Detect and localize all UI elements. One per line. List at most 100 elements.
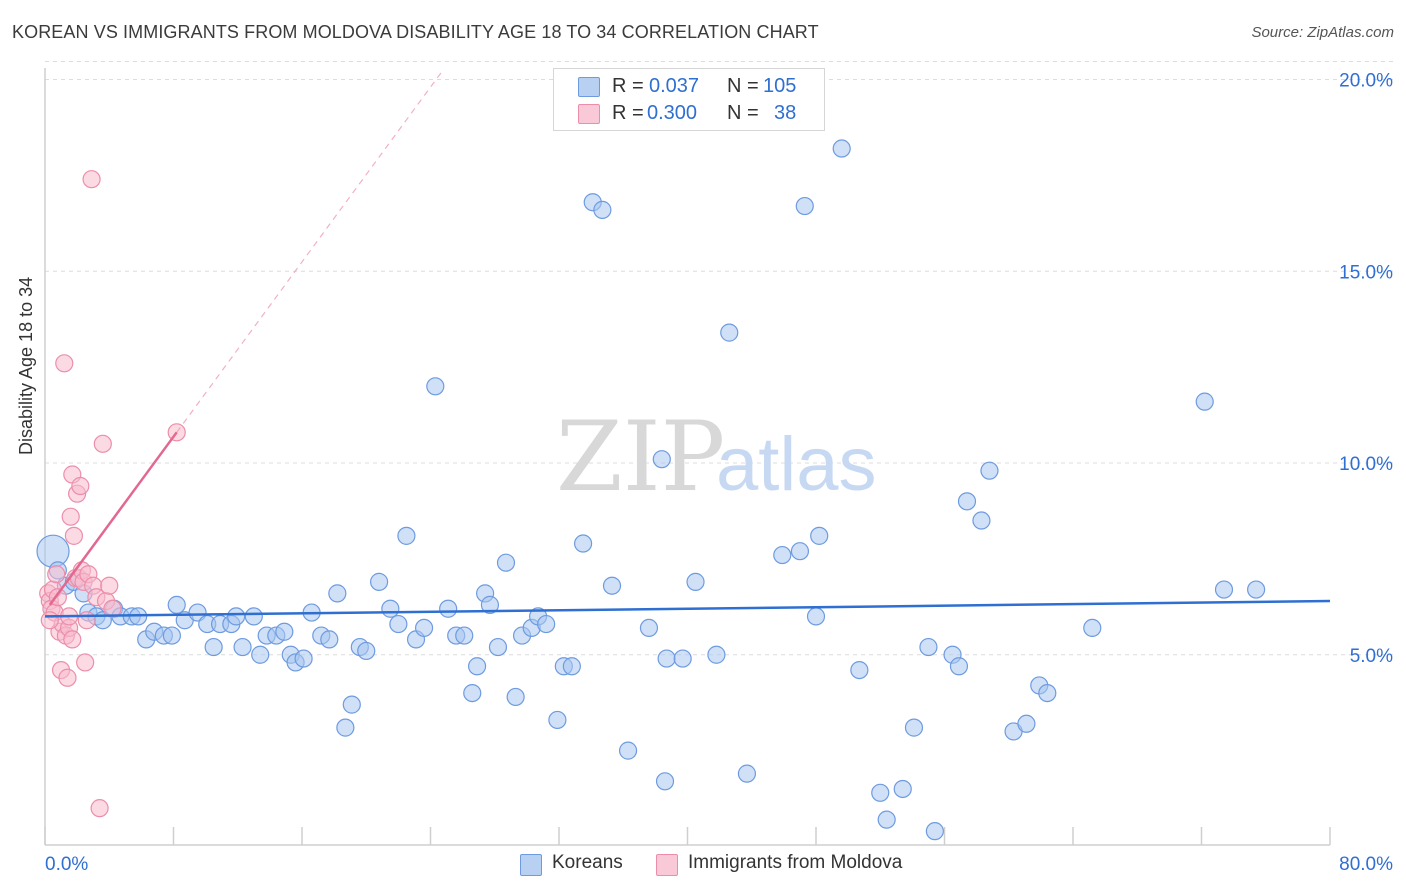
y-axis-label: Disability Age 18 to 34 <box>16 276 36 455</box>
point-korean <box>414 618 434 638</box>
point-korean <box>980 461 999 480</box>
point-korean <box>652 450 671 469</box>
legend-swatch-moldova <box>656 854 678 876</box>
watermark: ZIP atlas <box>556 401 877 513</box>
point-korean <box>972 511 991 530</box>
y-tick-label: 15.0% <box>1339 262 1393 283</box>
point-korean <box>832 139 851 158</box>
point-korean <box>439 599 458 618</box>
axes <box>44 68 1331 846</box>
stats-r-label: R = <box>612 102 644 124</box>
legend: Koreans Immigrants from Moldova <box>0 851 1406 879</box>
point-korean <box>488 637 508 657</box>
point-moldova <box>93 434 112 453</box>
stats-r-value: 0.037 <box>649 75 700 97</box>
point-korean <box>426 377 445 396</box>
stats-box: R = 0.037 N = 105 R = 0.300 N = 38 <box>553 68 825 131</box>
point-korean <box>320 630 339 649</box>
point-korean <box>949 657 969 676</box>
stats-row-koreans: R = 0.037 N = 105 <box>554 74 824 100</box>
legend-label-moldova: Immigrants from Moldova <box>688 852 903 873</box>
x-tick-label: 0.0% <box>45 854 88 875</box>
point-moldova <box>71 476 90 496</box>
tick-labels: 5.0% 10.0% 15.0% 20.0% 0.0% 80.0% <box>45 71 1393 876</box>
point-korean <box>904 718 924 737</box>
point-korean <box>227 607 246 626</box>
point-korean <box>204 637 223 657</box>
point-korean <box>496 553 516 572</box>
point-korean <box>328 584 347 603</box>
chart-title: KOREAN VS IMMIGRANTS FROM MOLDOVA DISABI… <box>12 22 819 42</box>
stats-n-value: 105 <box>763 75 797 97</box>
point-korean <box>877 810 896 829</box>
point-korean <box>810 526 829 545</box>
point-korean <box>602 576 622 595</box>
point-korean <box>397 526 416 545</box>
stats-n-label: N = <box>727 75 759 97</box>
point-korean <box>790 542 810 561</box>
point-korean <box>871 783 890 802</box>
point-korean <box>720 323 739 342</box>
point-moldova <box>61 507 80 526</box>
point-korean <box>562 657 581 676</box>
point-moldova <box>40 611 59 630</box>
point-korean <box>1195 392 1214 411</box>
point-korean <box>573 534 593 553</box>
source-label: Source: ZipAtlas.com <box>1251 24 1394 41</box>
point-korean <box>233 637 252 657</box>
point-korean <box>467 657 487 676</box>
point-moldova <box>63 630 82 649</box>
point-korean <box>925 822 944 841</box>
point-moldova <box>77 611 96 630</box>
stats-n-label: N = <box>727 102 759 124</box>
point-moldova <box>76 653 95 672</box>
point-korean <box>357 641 376 661</box>
trend-line-moldova <box>48 431 178 606</box>
watermark-atlas: atlas <box>716 422 877 507</box>
series-moldova <box>39 170 186 818</box>
point-korean <box>618 741 638 760</box>
y-tick-label: 5.0% <box>1350 646 1393 667</box>
point-korean <box>1038 683 1057 703</box>
legend-label-koreans: Koreans <box>552 852 623 873</box>
point-moldova <box>103 599 122 618</box>
trend-lines <box>44 71 1331 618</box>
trend-line-koreans <box>44 599 1331 618</box>
point-korean <box>167 595 186 614</box>
point-korean <box>686 572 705 591</box>
stats-swatch-moldova <box>578 104 600 124</box>
y-tick-label: 20.0% <box>1339 71 1393 92</box>
point-korean <box>737 764 757 783</box>
point-korean <box>1247 580 1266 599</box>
point-moldova <box>47 565 66 584</box>
point-korean <box>919 637 938 657</box>
point-korean <box>795 196 814 216</box>
stats-n-value: 38 <box>774 102 797 124</box>
trend-line-moldova-extension <box>176 71 443 433</box>
point-korean <box>506 687 525 707</box>
stats-r-label: R = <box>612 75 644 97</box>
point-moldova <box>82 170 101 189</box>
point-korean <box>275 622 294 641</box>
point-korean <box>593 200 612 219</box>
point-korean <box>455 626 474 645</box>
point-korean <box>1017 714 1036 733</box>
point-korean <box>1214 580 1234 599</box>
point-korean <box>657 649 676 668</box>
point-korean <box>370 572 389 591</box>
point-korean <box>707 645 726 664</box>
point-korean <box>244 607 263 626</box>
point-moldova <box>58 668 77 687</box>
y-tick-label: 10.0% <box>1339 454 1393 475</box>
watermark-zip: ZIP <box>556 401 725 513</box>
point-moldova <box>55 354 74 373</box>
grid-lines <box>45 61 1395 656</box>
point-korean <box>655 772 675 791</box>
point-korean <box>342 695 361 714</box>
x-tick-label: 80.0% <box>1339 854 1393 875</box>
point-korean <box>639 618 659 638</box>
point-korean <box>251 645 270 664</box>
point-korean <box>1083 618 1102 638</box>
point-moldova <box>100 576 119 595</box>
